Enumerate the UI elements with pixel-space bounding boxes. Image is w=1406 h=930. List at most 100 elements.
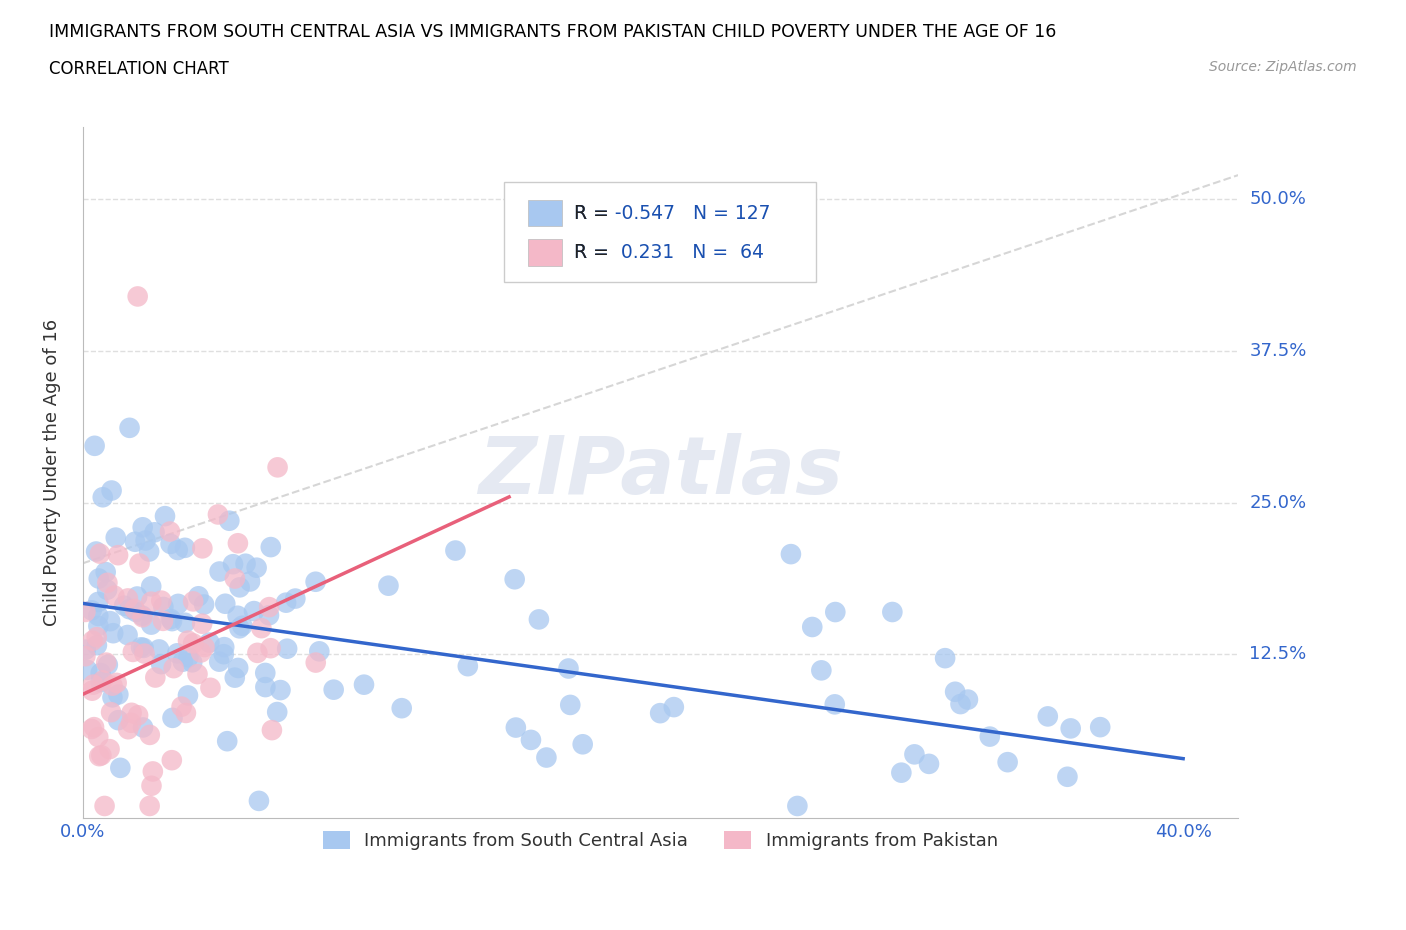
Text: IMMIGRANTS FROM SOUTH CENTRAL ASIA VS IMMIGRANTS FROM PAKISTAN CHILD POVERTY UND: IMMIGRANTS FROM SOUTH CENTRAL ASIA VS IM…: [49, 23, 1056, 41]
Point: [308, 644, 330, 658]
Point: [86, 638, 108, 653]
Point: [127, 589, 149, 604]
Point: [87, 571, 110, 586]
Point: [322, 683, 344, 698]
Point: [177, 650, 200, 665]
Point: [107, 548, 129, 563]
Point: [83, 720, 105, 735]
Point: [93, 799, 115, 814]
Point: [934, 651, 956, 666]
Point: [75, 642, 97, 657]
Point: [198, 635, 221, 650]
Point: [266, 705, 288, 720]
Point: [377, 578, 399, 593]
Point: [1090, 720, 1112, 735]
Point: [75, 604, 97, 619]
Point: [824, 697, 846, 711]
Point: [217, 734, 239, 749]
Point: [128, 556, 150, 571]
Point: [254, 680, 277, 695]
Text: R =: R =: [574, 243, 609, 262]
Point: [143, 671, 166, 685]
Point: [824, 604, 846, 619]
Point: [260, 723, 283, 737]
Point: [135, 533, 157, 548]
Point: [243, 604, 266, 618]
Point: [274, 595, 297, 610]
Point: [91, 490, 114, 505]
Point: [107, 712, 129, 727]
Point: [112, 598, 135, 613]
Point: [150, 593, 173, 608]
FancyBboxPatch shape: [527, 200, 562, 226]
Point: [141, 778, 163, 793]
Point: [212, 640, 235, 655]
Point: [159, 537, 181, 551]
Point: [110, 761, 132, 776]
Text: CORRELATION CHART: CORRELATION CHART: [49, 60, 229, 78]
Point: [159, 525, 181, 539]
Point: [257, 600, 280, 615]
Point: [208, 565, 231, 579]
Point: [138, 799, 160, 814]
Point: [212, 646, 235, 661]
Point: [82, 633, 104, 648]
Point: [786, 799, 808, 814]
Point: [163, 660, 186, 675]
Point: [918, 756, 941, 771]
Point: [304, 575, 326, 590]
Point: [174, 540, 197, 555]
Point: [305, 655, 328, 670]
Point: [118, 602, 141, 617]
FancyBboxPatch shape: [527, 239, 562, 266]
Point: [254, 666, 277, 681]
Point: [117, 591, 139, 605]
Point: [101, 690, 124, 705]
FancyBboxPatch shape: [505, 182, 817, 282]
Y-axis label: Child Poverty Under the Age of 16: Child Poverty Under the Age of 16: [44, 319, 60, 626]
Point: [98, 742, 121, 757]
Point: [132, 720, 155, 735]
Point: [166, 542, 188, 557]
Point: [997, 755, 1019, 770]
Point: [98, 614, 121, 629]
Point: [139, 727, 162, 742]
Point: [191, 541, 214, 556]
Text: ZIPatlas: ZIPatlas: [478, 433, 844, 512]
Text: Source: ZipAtlas.com: Source: ZipAtlas.com: [1209, 60, 1357, 74]
Legend: Immigrants from South Central Asia, Immigrants from Pakistan: Immigrants from South Central Asia, Immi…: [315, 824, 1005, 857]
Point: [82, 677, 104, 692]
Point: [177, 688, 200, 703]
Point: [882, 604, 904, 619]
Point: [250, 620, 273, 635]
Point: [100, 483, 122, 498]
Point: [100, 705, 122, 720]
Point: [84, 544, 107, 559]
Point: [105, 675, 128, 690]
Point: [956, 692, 979, 707]
Point: [152, 614, 174, 629]
Point: [284, 591, 307, 606]
Point: [89, 749, 111, 764]
Point: [224, 671, 246, 685]
Point: [520, 733, 543, 748]
Point: [222, 557, 245, 572]
Point: [536, 751, 558, 765]
Point: [391, 700, 413, 715]
Point: [193, 640, 215, 655]
Point: [247, 793, 270, 808]
Point: [186, 667, 208, 682]
Point: [125, 604, 148, 619]
Point: [1056, 769, 1078, 784]
Point: [890, 765, 912, 780]
Point: [172, 654, 194, 669]
Point: [193, 597, 215, 612]
Point: [246, 645, 269, 660]
Point: [87, 608, 110, 623]
Point: [121, 705, 143, 720]
Point: [167, 596, 190, 611]
Point: [94, 565, 117, 579]
Point: [124, 535, 146, 550]
Point: [90, 748, 112, 763]
Point: [444, 543, 467, 558]
